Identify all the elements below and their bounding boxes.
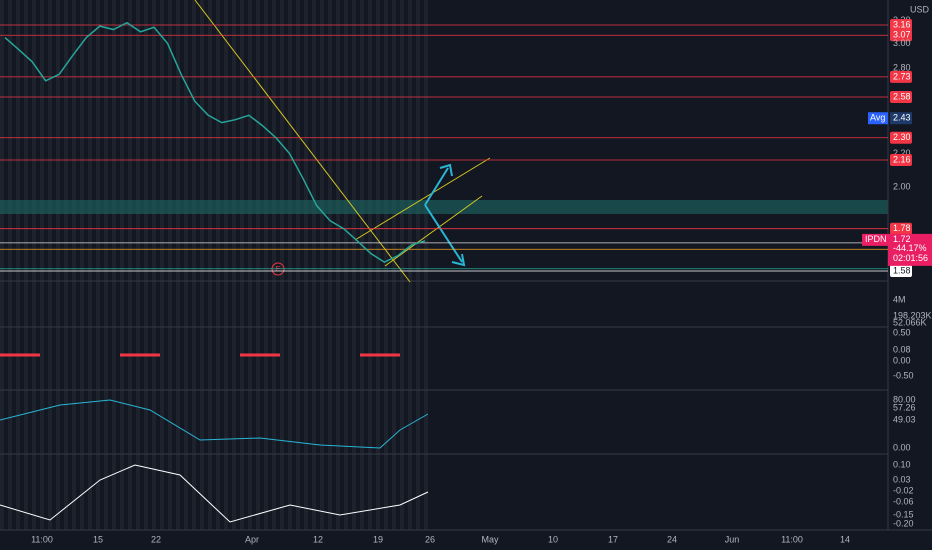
level-badge bbox=[890, 154, 912, 167]
last-price: 1.72 bbox=[893, 234, 911, 244]
price-label: 3.16 bbox=[893, 19, 911, 29]
time-label: 14 bbox=[840, 534, 850, 544]
time-label: 12 bbox=[313, 534, 323, 544]
time-label: 11:00 bbox=[31, 534, 53, 544]
pane-label: 0.08 bbox=[893, 344, 911, 354]
pane-label: 49.03 bbox=[893, 414, 916, 424]
level-badge bbox=[890, 19, 912, 31]
time-label: 24 bbox=[667, 534, 677, 544]
avg-value-badge bbox=[890, 112, 912, 125]
pane-label: -0.02 bbox=[893, 485, 914, 495]
pane-label: -0.20 bbox=[893, 518, 914, 528]
time-label: 19 bbox=[373, 534, 383, 544]
pane-label: 0.00 bbox=[893, 442, 911, 452]
price-label: 2.00 bbox=[893, 182, 911, 192]
osc-line bbox=[0, 464, 429, 523]
avg-badge bbox=[868, 112, 888, 125]
pane-label: 57.26 bbox=[893, 402, 916, 412]
change: -44.17% bbox=[893, 243, 927, 253]
time-label: 15 bbox=[93, 534, 103, 544]
pane-label: -0.06 bbox=[893, 496, 914, 506]
price-label: 1.78 bbox=[893, 223, 911, 233]
symbol-badge bbox=[862, 233, 888, 246]
time-label: 26 bbox=[425, 534, 435, 544]
price-label: 2.73 bbox=[893, 71, 911, 81]
time-label: May bbox=[481, 534, 499, 544]
price-label: 3.07 bbox=[893, 30, 911, 40]
zone bbox=[0, 200, 888, 214]
avg-value: 2.43 bbox=[893, 113, 911, 123]
pane-label: 0.50 bbox=[893, 327, 911, 337]
pane-label: 80.00 bbox=[893, 394, 916, 404]
pane-label: 198.203K bbox=[893, 310, 932, 320]
time-label: 11:00 bbox=[781, 534, 803, 544]
price-label: 2.80 bbox=[893, 62, 911, 72]
time-label: 22 bbox=[151, 534, 161, 544]
last-badge bbox=[888, 233, 932, 266]
rsi-line bbox=[0, 399, 429, 449]
countdown: 02:01:56 bbox=[893, 253, 928, 263]
pane-label: 0.10 bbox=[893, 459, 911, 469]
pane-label: -0.50 bbox=[893, 370, 914, 380]
avg-label: Avg bbox=[870, 113, 885, 123]
price-label: 2.30 bbox=[893, 132, 911, 142]
pane-label: 4M bbox=[893, 294, 906, 304]
pane-label: -0.15 bbox=[893, 509, 914, 519]
time-label: Jun bbox=[725, 534, 740, 544]
time-label: Apr bbox=[245, 534, 259, 544]
earnings-label: E bbox=[276, 266, 281, 273]
level-badge bbox=[890, 265, 912, 277]
pane-label: 0.00 bbox=[893, 355, 911, 365]
level-badge bbox=[890, 222, 912, 235]
price-label: 2.16 bbox=[893, 154, 911, 164]
time-label: 17 bbox=[608, 534, 618, 544]
time-label: 10 bbox=[548, 534, 558, 544]
symbol: IPDN bbox=[865, 234, 887, 244]
level-badge bbox=[890, 90, 912, 103]
trend-lines bbox=[194, 0, 491, 283]
pane-label: 0.03 bbox=[893, 474, 911, 484]
price-label: 1.58 bbox=[893, 265, 911, 275]
session-stripes bbox=[0, 0, 430, 530]
currency: USD bbox=[910, 4, 930, 14]
price-label: 2.20 bbox=[893, 148, 911, 158]
pane-label: 52.066K bbox=[893, 317, 927, 327]
level-badge bbox=[890, 70, 912, 83]
level-badge bbox=[890, 29, 912, 42]
projection-arrows bbox=[424, 163, 466, 267]
price-label: 2.58 bbox=[893, 91, 911, 101]
level-badge bbox=[890, 131, 912, 144]
close-line bbox=[4, 21, 426, 263]
price-label: 3.00 bbox=[893, 38, 911, 48]
